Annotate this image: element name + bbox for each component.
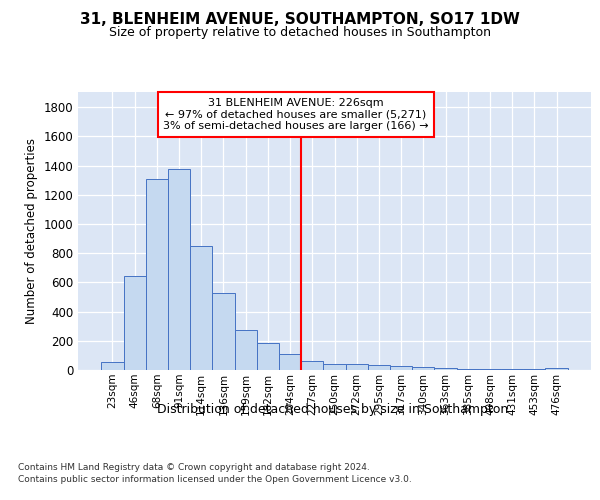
Bar bbox=[346, 364, 368, 370]
Bar bbox=[434, 368, 457, 370]
Text: Size of property relative to detached houses in Southampton: Size of property relative to detached ho… bbox=[109, 26, 491, 39]
Bar bbox=[279, 354, 301, 370]
Text: Contains HM Land Registry data © Crown copyright and database right 2024.: Contains HM Land Registry data © Crown c… bbox=[18, 462, 370, 471]
Text: Contains public sector information licensed under the Open Government Licence v3: Contains public sector information licen… bbox=[18, 475, 412, 484]
Bar bbox=[257, 343, 279, 370]
Text: 31 BLENHEIM AVENUE: 226sqm
← 97% of detached houses are smaller (5,271)
3% of se: 31 BLENHEIM AVENUE: 226sqm ← 97% of deta… bbox=[163, 98, 429, 131]
Bar bbox=[301, 360, 323, 370]
Bar bbox=[190, 246, 212, 370]
Bar bbox=[390, 366, 412, 370]
Bar bbox=[146, 178, 168, 370]
Bar bbox=[368, 365, 390, 370]
Bar bbox=[412, 367, 434, 370]
Bar bbox=[212, 292, 235, 370]
Bar bbox=[323, 364, 346, 370]
Bar bbox=[235, 330, 257, 370]
Bar bbox=[168, 169, 190, 370]
Bar bbox=[545, 368, 568, 370]
Text: Distribution of detached houses by size in Southampton: Distribution of detached houses by size … bbox=[157, 402, 509, 415]
Bar bbox=[457, 369, 479, 370]
Y-axis label: Number of detached properties: Number of detached properties bbox=[25, 138, 38, 324]
Bar bbox=[124, 276, 146, 370]
Text: 31, BLENHEIM AVENUE, SOUTHAMPTON, SO17 1DW: 31, BLENHEIM AVENUE, SOUTHAMPTON, SO17 1… bbox=[80, 12, 520, 28]
Bar bbox=[101, 362, 124, 370]
Bar bbox=[479, 369, 501, 370]
